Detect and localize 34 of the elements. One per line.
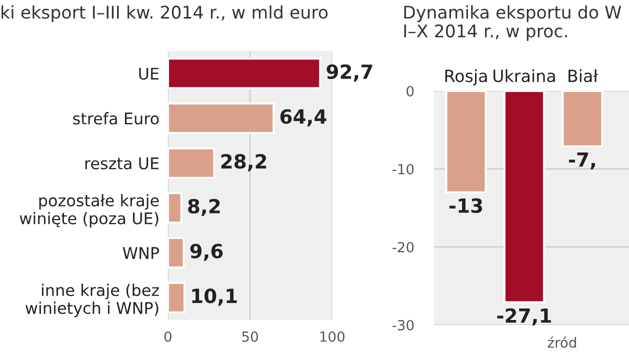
x-tick-label: 0 [164, 331, 172, 342]
text: źród [548, 336, 576, 348]
x-tick-label: 50 [242, 331, 258, 342]
y-tick-label: -30 [392, 320, 414, 330]
x-tick-label: Biał [568, 69, 598, 82]
data-label: -27,1 [497, 308, 551, 326]
data-label: 9,6 [190, 244, 223, 261]
bar [168, 58, 322, 90]
bar [168, 282, 186, 314]
data-label: 28,2 [221, 154, 266, 172]
y-tick-label: WNP [122, 247, 160, 259]
x-tick-label: Ukraina [494, 69, 555, 82]
bar [168, 236, 185, 269]
x-tick-label: Rosja [445, 69, 487, 86]
bar [168, 102, 275, 134]
x-tick-label: 100 [320, 331, 344, 342]
bar [168, 147, 216, 179]
data-label: -7, [568, 152, 595, 170]
chart-title: ki eksport I–III kw. 2014 r., w mld euro [2, 5, 328, 22]
y-tick-label: pozostałe kraje winięte (poza UE) [20, 194, 159, 228]
bar [168, 192, 182, 224]
y-tick-label: reszta UE [85, 158, 159, 170]
y-tick-label: -10 [392, 164, 414, 174]
y-tick-label: UE [139, 68, 159, 80]
chart-title: Dynamika eksportu do W I–X 2014 r., w proc. [404, 5, 622, 41]
y-tick-label: 0 [406, 86, 414, 96]
data-label: 8,2 [188, 198, 220, 216]
y-tick-label: strefa Euro [73, 112, 159, 125]
y-tick-label: inne kraje (bez winietych i WNP) [26, 284, 159, 318]
data-label: 10,1 [192, 288, 237, 306]
data-label: -13 [450, 198, 482, 213]
data-label: 64,4 [280, 109, 326, 126]
data-label: 92,7 [326, 64, 372, 82]
y-tick-label: -20 [392, 242, 414, 252]
